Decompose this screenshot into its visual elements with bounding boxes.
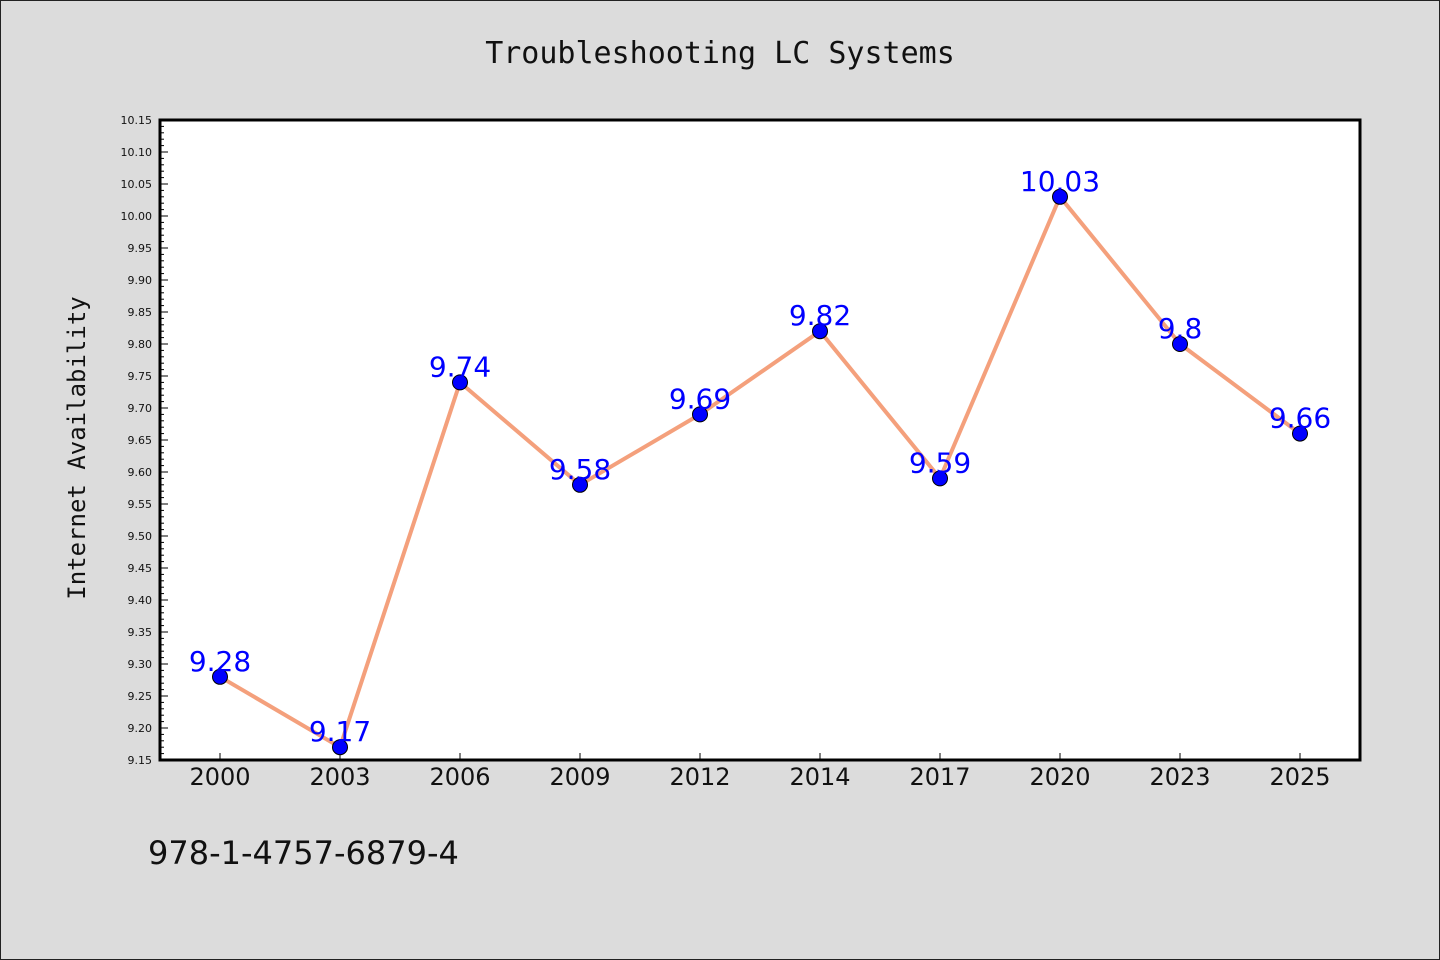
series-markers — [212, 188, 1308, 756]
data-label: 9.74 — [429, 350, 491, 383]
data-label: 9.28 — [189, 645, 251, 678]
data-point — [932, 470, 948, 487]
y-tick-label: 9.50 — [128, 530, 153, 543]
data-point — [1292, 425, 1308, 442]
y-tick-label: 9.70 — [128, 402, 153, 415]
x-tick-label: 2014 — [789, 763, 850, 791]
y-tick-label: 9.75 — [128, 370, 153, 383]
data-label: 10.03 — [1020, 165, 1100, 198]
plot-border — [158, 118, 1362, 762]
series-line-group — [218, 194, 1302, 750]
data-point — [572, 476, 588, 493]
y-tick-label: 10.15 — [121, 114, 153, 127]
data-labels: 9.28 9.17 9.74 9.58 9.69 9.82 9.59 10.03 9.8 9.66 — [189, 165, 1331, 748]
plot-area — [160, 120, 1360, 760]
data-label: 9.58 — [549, 453, 611, 486]
y-axis-label: Internet Availability — [63, 296, 91, 599]
y-tick-label: 9.55 — [128, 498, 153, 511]
y-tick-label: 9.85 — [128, 306, 153, 319]
y-tick-label: 10.10 — [121, 146, 153, 159]
y-tick-label: 9.45 — [128, 562, 153, 575]
y-tick-label: 9.20 — [128, 722, 153, 735]
data-point — [212, 668, 228, 685]
y-tick-label: 9.65 — [128, 434, 153, 447]
x-axis-ticks: 2000 2003 2006 2009 2012 2014 2017 2020 2023 2025 — [189, 753, 1331, 791]
x-tick-label: 2025 — [1269, 763, 1330, 791]
data-label: 9.17 — [309, 715, 371, 748]
x-tick-label: 2009 — [549, 763, 610, 791]
y-tick-label: 9.95 — [128, 242, 153, 255]
y-axis-ticks: 9.15 9.20 9.25 9.30 9.35 9.40 9.45 9.50 9.55 9.60… — [121, 114, 168, 767]
y-tick-label: 9.90 — [128, 274, 153, 287]
data-label: 9.69 — [669, 382, 731, 415]
x-tick-label: 2023 — [1149, 763, 1210, 791]
isbn-text: 978-1-4757-6879-4 — [148, 834, 459, 872]
data-label: 9.66 — [1269, 402, 1331, 435]
y-tick-label: 9.25 — [128, 690, 153, 703]
data-point — [452, 374, 468, 391]
data-label: 9.8 — [1158, 312, 1203, 345]
y-tick-label: 9.30 — [128, 658, 153, 671]
y-tick-label: 10.00 — [121, 210, 153, 223]
y-tick-label: 9.40 — [128, 594, 153, 607]
series-line — [218, 194, 1302, 750]
y-tick-label: 9.80 — [128, 338, 153, 351]
y-tick-label: 9.15 — [128, 754, 153, 767]
data-point — [332, 739, 348, 756]
y-tick-label: 10.05 — [121, 178, 153, 191]
data-label: 9.82 — [789, 299, 851, 332]
data-point — [1052, 188, 1068, 205]
y-tick-label: 9.35 — [128, 626, 153, 639]
data-label: 9.59 — [909, 446, 971, 479]
chart-title: Troubleshooting LC Systems — [485, 36, 955, 71]
x-tick-label: 2006 — [429, 763, 490, 791]
data-point — [812, 323, 828, 340]
x-tick-label: 2000 — [189, 763, 250, 791]
x-tick-label: 2020 — [1029, 763, 1090, 791]
x-tick-label: 2017 — [909, 763, 970, 791]
y-tick-label: 9.60 — [128, 466, 153, 479]
data-point — [692, 406, 708, 423]
x-tick-label: 2003 — [309, 763, 370, 791]
data-point — [1172, 336, 1188, 352]
x-tick-label: 2012 — [669, 763, 730, 791]
